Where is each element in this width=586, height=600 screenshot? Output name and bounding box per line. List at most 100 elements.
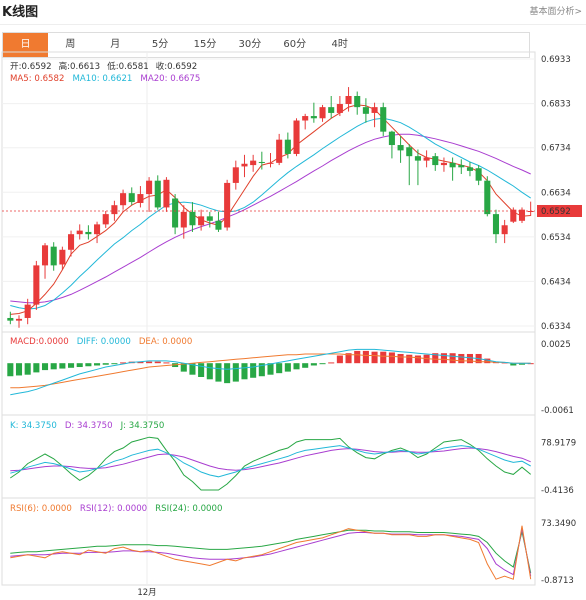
price-tick-label: 0.6734 [541, 144, 571, 154]
rsi-panel-frame [1, 497, 536, 586]
candle-body [284, 139, 291, 154]
price-tick-label: 0.6334 [541, 322, 571, 332]
candle-body [510, 209, 517, 222]
macd-bar [388, 352, 395, 364]
candle-body [50, 246, 57, 266]
candle-body [215, 220, 222, 230]
macd-bar [33, 363, 40, 373]
macd-bar [224, 363, 231, 384]
candle-body [189, 211, 196, 226]
candle-body [68, 234, 75, 250]
current-price-badge [537, 204, 582, 217]
candle-body [406, 147, 413, 157]
candle-body [154, 180, 161, 208]
macd-bar [510, 363, 517, 366]
macd-bar [206, 363, 213, 380]
macd-legend-item: MACD:0.0000 [10, 337, 69, 347]
candle-body [449, 162, 456, 168]
candle-body [76, 230, 83, 235]
macd-bar [258, 363, 265, 377]
macd-bar [267, 363, 274, 375]
kdj-k-line [10, 445, 531, 478]
ohlc-legend-item: 收:0.6592 [156, 60, 198, 72]
kdj-tick-label: -0.4136 [541, 486, 574, 496]
candle-body [423, 157, 430, 161]
candle-body [458, 165, 465, 168]
macd-bar [94, 363, 101, 366]
page-title: K线图 [2, 5, 39, 20]
ohlc-legend-item: 高:0.6613 [59, 60, 101, 72]
macd-legend-item: DEA: 0.0000 [139, 337, 192, 347]
candle-body [440, 162, 447, 166]
macd-bar [232, 363, 239, 382]
tab-30min[interactable]: 30分 [238, 39, 262, 50]
candle-body [310, 116, 317, 119]
macd-bar [458, 353, 465, 364]
x-axis-label: 12月 [137, 588, 156, 598]
candle-body [146, 180, 153, 195]
macd-bar [163, 362, 170, 364]
rsi12-line [10, 528, 532, 577]
tab-5min[interactable]: 5分 [151, 39, 169, 50]
macd-bar [397, 353, 404, 364]
candle-body [501, 225, 508, 235]
candle-body [362, 107, 369, 114]
candle-body [198, 216, 205, 226]
macd-bar [362, 350, 369, 364]
candle-body [24, 304, 31, 318]
candle-body [137, 194, 144, 203]
macd-bar [241, 363, 248, 380]
macd-bar [466, 353, 473, 364]
macd-bar [284, 363, 291, 372]
macd-bar [406, 354, 413, 364]
macd-bar [189, 363, 196, 375]
candle-body [120, 193, 127, 206]
kdj-legend-item: K: 34.3750 [10, 421, 57, 431]
candle-body [180, 211, 187, 228]
macd-bar [518, 363, 526, 365]
candle-body [388, 131, 395, 146]
candle-body [302, 116, 309, 121]
candle-body [163, 179, 170, 208]
candle-body [276, 139, 283, 163]
candle-body [241, 163, 248, 167]
tab-month[interactable]: 月 [110, 39, 121, 50]
tab-15min[interactable]: 15分 [193, 39, 217, 50]
candle-body [518, 209, 526, 221]
tab-day[interactable]: 日 [3, 33, 48, 57]
rsi-legend-item: RSI(24): 0.0000 [155, 504, 222, 514]
current-price-label: 0.6592 [541, 207, 571, 217]
ma-legend-item: MA5: 0.6582 [10, 74, 64, 84]
period-tabs: 日 周 月 5分 15分 30分 60分 4时 [2, 32, 530, 58]
candle-body [354, 95, 361, 108]
candle-body [466, 167, 473, 171]
ma5-line [10, 104, 531, 315]
candle-body [267, 162, 274, 164]
candle-body [7, 317, 14, 321]
ohlc-legend-item: 低:0.6581 [107, 60, 149, 72]
candle-body [128, 193, 135, 203]
macd-bar [302, 363, 309, 368]
rsi-legend-item: RSI(12): 0.0000 [80, 504, 147, 514]
macd-tick-label: -0.0061 [541, 406, 574, 416]
rsi-tick-label: 73.3490 [541, 519, 576, 529]
macd-bar [154, 361, 161, 364]
kdj-tick-label: 78.9179 [541, 439, 576, 449]
macd-bar [180, 363, 187, 372]
macd-tick-label: 0.0025 [541, 340, 571, 350]
macd-bar [432, 353, 439, 364]
header-divider [0, 24, 586, 25]
tab-week[interactable]: 周 [65, 39, 76, 50]
ohlc-legend-item: 开:0.6592 [10, 61, 52, 72]
tab-60min[interactable]: 60分 [283, 39, 307, 50]
macd-bar [15, 363, 23, 376]
candle-body [492, 214, 500, 235]
macd-bar [328, 362, 335, 364]
candle-body [432, 156, 439, 166]
tab-4hour[interactable]: 4时 [331, 39, 348, 50]
candle-body [102, 214, 109, 225]
kdj-d-line [10, 447, 531, 472]
macd-bar [146, 361, 153, 364]
fundamental-analysis-link[interactable]: 基本面分析> [529, 7, 582, 17]
